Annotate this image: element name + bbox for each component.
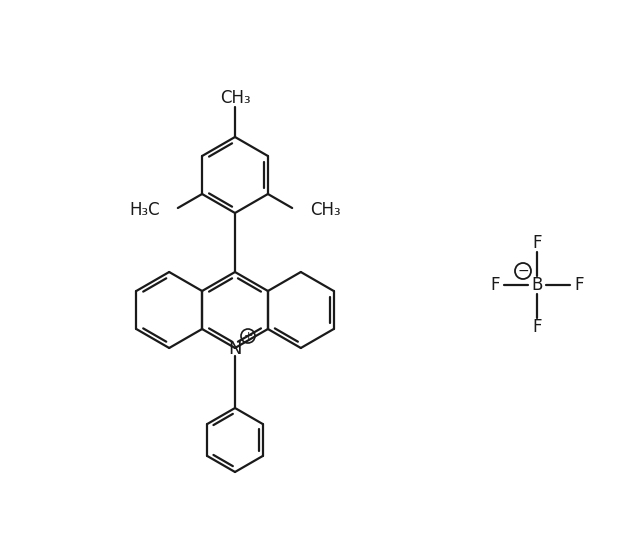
- Text: +: +: [243, 331, 253, 341]
- Text: CH₃: CH₃: [220, 89, 250, 107]
- Text: H₃C: H₃C: [129, 201, 160, 219]
- Text: F: F: [532, 234, 541, 252]
- Text: B: B: [531, 276, 543, 294]
- Text: F: F: [532, 318, 541, 336]
- Text: −: −: [517, 264, 529, 278]
- Text: N: N: [228, 340, 242, 358]
- Text: F: F: [490, 276, 500, 294]
- Text: F: F: [574, 276, 584, 294]
- Text: CH₃: CH₃: [310, 201, 340, 219]
